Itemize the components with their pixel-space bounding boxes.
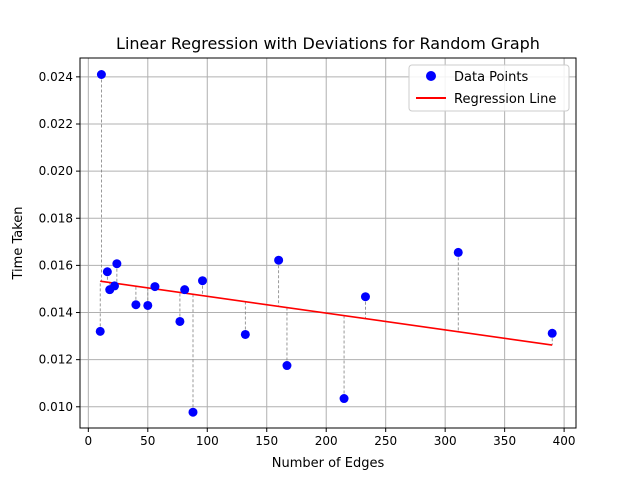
x-tick-label: 0 <box>85 434 93 448</box>
data-point <box>240 329 250 339</box>
data-point <box>339 394 349 404</box>
data-point <box>180 285 190 295</box>
data-point <box>112 259 122 269</box>
tick-layer: 0 50 100 150 200 250 300 350 400 0.010 0.012 0.014 0… <box>39 70 576 448</box>
x-axis-label: Number of Edges <box>272 456 385 471</box>
y-tick-label: 0.020 <box>39 164 73 178</box>
x-tick-label: 350 <box>493 434 516 448</box>
x-tick-label: 200 <box>315 434 338 448</box>
data-point <box>547 328 557 338</box>
data-point <box>102 267 112 277</box>
x-tick-label: 100 <box>196 434 219 448</box>
legend: Data Points Regression Line <box>408 64 570 112</box>
legend-label-data-points: Data Points <box>454 70 528 85</box>
data-point-layer <box>95 69 557 417</box>
chart-title: Linear Regression with Deviations for Ra… <box>116 34 540 53</box>
data-point <box>453 247 463 257</box>
legend-marker-data-points <box>426 71 436 81</box>
axes-frame <box>79 57 577 429</box>
data-point <box>95 326 105 336</box>
data-point <box>282 361 292 371</box>
data-point <box>131 300 141 310</box>
x-tick-label: 250 <box>374 434 397 448</box>
y-tick-label: 0.018 <box>39 211 73 225</box>
data-point <box>360 292 370 302</box>
data-point <box>175 316 185 326</box>
y-axis-label: Time Taken <box>11 206 26 280</box>
y-tick-label: 0.024 <box>39 70 73 84</box>
legend-label-regression-line: Regression Line <box>454 92 556 107</box>
x-tick-label: 400 <box>553 434 576 448</box>
data-point <box>143 300 153 310</box>
y-tick-label: 0.016 <box>39 258 73 272</box>
y-tick-label: 0.010 <box>39 400 73 414</box>
data-point <box>274 255 284 265</box>
x-tick-label: 50 <box>140 434 155 448</box>
data-point <box>150 282 160 292</box>
regression-line <box>100 280 553 346</box>
x-tick-label: 300 <box>434 434 457 448</box>
y-tick-label: 0.022 <box>39 117 73 131</box>
x-tick-label: 150 <box>255 434 278 448</box>
data-point <box>198 276 208 286</box>
data-point <box>188 407 198 417</box>
y-tick-label: 0.012 <box>39 353 73 367</box>
y-tick-label: 0.014 <box>39 306 73 320</box>
data-point <box>109 281 119 291</box>
legend-box <box>408 64 570 112</box>
regression-line-layer <box>100 280 553 346</box>
grid-layer <box>80 58 576 428</box>
data-point <box>96 69 106 79</box>
